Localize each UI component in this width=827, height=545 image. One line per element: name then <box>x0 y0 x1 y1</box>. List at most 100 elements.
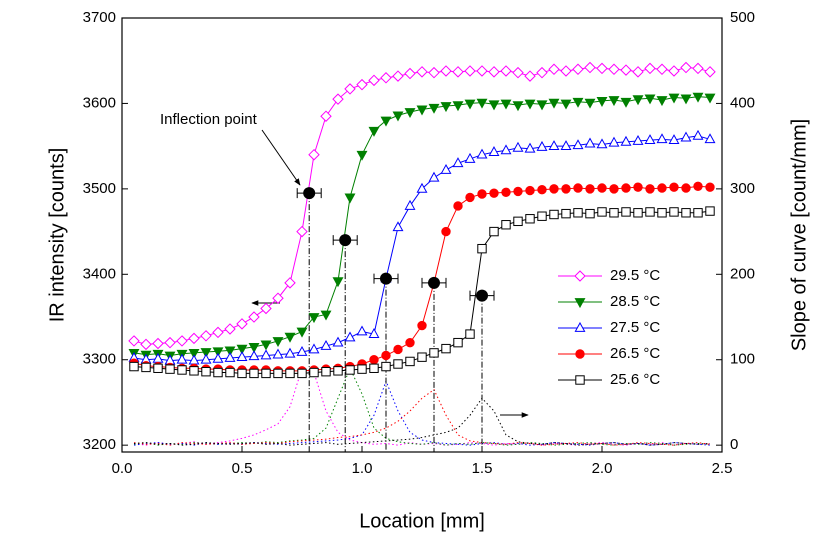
data-point <box>261 368 271 379</box>
data-point <box>236 344 248 355</box>
x-tick-label: 2.5 <box>712 460 733 477</box>
data-point <box>380 72 392 84</box>
data-point <box>200 330 212 342</box>
data-point <box>440 163 452 174</box>
data-point <box>224 351 236 362</box>
data-point <box>524 142 536 153</box>
legend-label: 29.5 °C <box>610 267 660 284</box>
data-point <box>213 367 223 378</box>
y-tick-label: 3300 <box>83 351 116 368</box>
legend-label: 26.5 °C <box>610 345 660 362</box>
legend-marker <box>574 298 586 309</box>
data-point <box>224 323 236 335</box>
data-point <box>164 336 176 349</box>
data-point <box>296 345 308 356</box>
y2-tick-label: 200 <box>730 265 755 282</box>
y2-tick-label: 300 <box>730 180 755 197</box>
data-point <box>596 62 608 75</box>
data-point <box>608 136 620 147</box>
data-point <box>512 141 524 152</box>
data-point <box>332 93 344 105</box>
data-point <box>668 93 680 104</box>
x-tick-label: 0.5 <box>232 460 253 477</box>
data-point <box>644 62 656 75</box>
data-point <box>296 327 308 338</box>
data-point <box>704 133 716 144</box>
data-point <box>500 99 512 110</box>
data-point <box>693 208 703 218</box>
data-point <box>356 150 368 161</box>
data-point <box>308 148 320 161</box>
data-point <box>632 95 644 106</box>
data-point <box>272 337 284 348</box>
y2-tick-label: 100 <box>730 351 755 368</box>
data-point <box>645 207 655 217</box>
data-point <box>309 367 319 378</box>
data-point <box>453 337 463 348</box>
x-tick-label: 2.0 <box>592 460 613 477</box>
data-point <box>404 199 416 210</box>
data-point <box>536 100 548 111</box>
data-point <box>176 353 188 364</box>
data-point <box>524 70 536 82</box>
data-point <box>188 349 200 359</box>
data-point <box>332 277 344 288</box>
data-point <box>332 336 344 347</box>
x-axis-label: Location [mm] <box>359 510 485 532</box>
data-point <box>692 92 704 103</box>
data-point <box>260 302 272 315</box>
data-point <box>417 320 427 331</box>
data-point <box>669 207 679 217</box>
series-line <box>133 96 711 356</box>
data-point <box>488 66 500 78</box>
data-point <box>524 99 536 110</box>
data-point <box>177 365 187 375</box>
data-point <box>536 66 548 79</box>
data-point <box>428 171 440 182</box>
data-point <box>584 61 596 74</box>
data-point <box>188 332 200 345</box>
plot-frame <box>121 17 723 453</box>
legend-label: 28.5 °C <box>610 293 660 310</box>
data-point <box>381 361 391 372</box>
data-point <box>297 368 307 379</box>
data-point <box>152 352 164 363</box>
data-point <box>452 66 464 78</box>
data-point <box>188 354 200 365</box>
legend-marker <box>575 349 585 359</box>
data-point <box>381 350 391 361</box>
data-point <box>272 292 284 304</box>
data-point <box>212 352 224 363</box>
data-point <box>308 343 320 354</box>
data-point <box>416 105 428 116</box>
slope-line <box>133 388 711 446</box>
data-point <box>501 220 511 230</box>
data-point <box>573 183 583 193</box>
data-point <box>417 352 427 362</box>
data-point <box>705 182 715 192</box>
data-point <box>632 66 644 78</box>
data-point <box>476 65 488 77</box>
y-tick-label: 3200 <box>83 436 116 453</box>
legend-marker <box>574 270 586 282</box>
data-point <box>657 208 667 218</box>
data-point <box>284 277 296 289</box>
data-point <box>549 184 559 194</box>
data-point <box>680 61 692 74</box>
data-point <box>644 94 656 105</box>
data-point <box>621 207 631 217</box>
data-point <box>236 318 248 330</box>
data-point <box>681 208 691 218</box>
y-tick-label: 3400 <box>83 265 116 282</box>
data-point <box>489 226 499 237</box>
data-point <box>392 70 404 82</box>
data-point <box>680 131 692 142</box>
data-point <box>548 63 560 76</box>
y-tick-label: 3500 <box>83 180 116 197</box>
data-point <box>200 348 212 359</box>
data-point <box>368 328 380 338</box>
data-point <box>596 138 608 149</box>
data-point <box>128 335 140 347</box>
y2-tick-label: 0 <box>730 436 738 453</box>
data-point <box>428 103 440 114</box>
